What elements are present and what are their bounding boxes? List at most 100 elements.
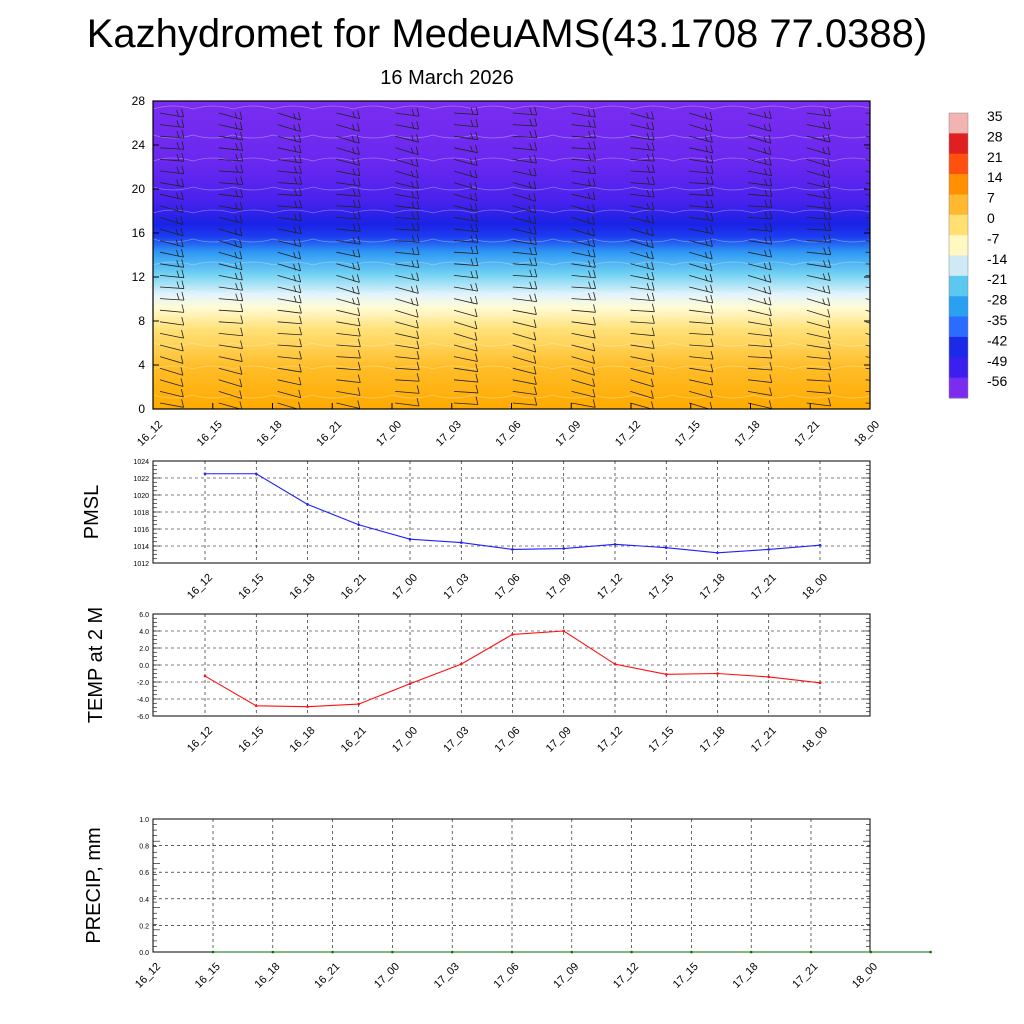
wind-barb-staff bbox=[395, 124, 419, 130]
data-point bbox=[767, 548, 771, 551]
wind-barb-staff bbox=[512, 147, 537, 151]
wind-barb-flag bbox=[769, 328, 773, 337]
wind-barb-flag bbox=[769, 248, 772, 258]
x-tick-label: 16_15 bbox=[236, 725, 266, 755]
wind-barb-flag bbox=[352, 124, 355, 131]
x-tick-label: 17_06 bbox=[493, 572, 523, 602]
data-point bbox=[271, 950, 275, 954]
x-tick-label: 17_09 bbox=[551, 961, 581, 991]
wind-barb-flag bbox=[828, 108, 831, 117]
data-point bbox=[511, 633, 514, 636]
wind-barb-staff bbox=[512, 344, 536, 353]
wind-barb-flag bbox=[882, 158, 884, 164]
wind-barb-staff bbox=[512, 159, 537, 164]
wind-barb-staff bbox=[512, 321, 537, 328]
wind-barb-flag bbox=[887, 296, 889, 304]
wind-barb-flag bbox=[883, 259, 885, 265]
wind-barb-staff bbox=[395, 135, 419, 143]
wind-barb bbox=[159, 355, 184, 364]
wind-barb-flag bbox=[293, 124, 296, 131]
wind-barb-flag bbox=[415, 309, 419, 318]
wind-barb-staff bbox=[277, 367, 302, 373]
wind-barb-flag bbox=[176, 260, 180, 267]
wind-barb bbox=[806, 385, 832, 394]
wind-barb-staff bbox=[453, 263, 478, 266]
wind-barb-flag bbox=[828, 351, 832, 360]
wind-barb-flag bbox=[710, 284, 713, 293]
wind-barb bbox=[395, 259, 420, 268]
wind-barb bbox=[571, 342, 596, 352]
wind-barb-flag bbox=[529, 269, 533, 277]
wind-barb bbox=[453, 192, 478, 202]
x-tick-label: 18_00 bbox=[800, 725, 830, 755]
wind-barb-flag bbox=[416, 134, 419, 143]
wind-barb-staff bbox=[571, 379, 595, 387]
wind-barb-staff bbox=[159, 112, 184, 118]
y-tick-label: 0.0 bbox=[139, 663, 149, 670]
wind-barb bbox=[689, 363, 714, 373]
wind-barb-staff bbox=[806, 356, 831, 360]
x-tick-label: 17_06 bbox=[492, 961, 522, 991]
wind-barb-flag bbox=[763, 147, 767, 154]
x-tick-label: 16_18 bbox=[288, 572, 318, 602]
wind-barb-flag bbox=[528, 227, 532, 234]
wind-barb bbox=[571, 355, 595, 364]
wind-barb bbox=[218, 239, 243, 249]
wind-barb-flag bbox=[180, 238, 184, 247]
wind-barb-flag bbox=[651, 164, 655, 173]
wind-barb-staff bbox=[571, 205, 595, 213]
y-tick-label: 2.0 bbox=[139, 646, 149, 653]
wind-barb bbox=[336, 261, 360, 271]
wind-barb-flag bbox=[651, 366, 654, 375]
wind-barb-flag bbox=[769, 317, 773, 327]
wind-barb-flag bbox=[239, 227, 243, 236]
wind-barb-flag bbox=[410, 147, 414, 154]
wind-barb-staff bbox=[806, 286, 831, 294]
wind-barb-flag bbox=[352, 158, 356, 165]
wind-barb-staff bbox=[336, 182, 361, 187]
wind-barb bbox=[689, 376, 714, 386]
wind-barb-flag bbox=[533, 193, 537, 202]
wind-barb-staff bbox=[336, 344, 361, 348]
wind-barb bbox=[218, 366, 243, 375]
wind-barb-flag bbox=[416, 373, 420, 382]
wind-barb-flag bbox=[239, 401, 243, 409]
wind-barb bbox=[630, 261, 655, 271]
wind-barb-staff bbox=[806, 263, 831, 268]
colorbar-swatch bbox=[949, 296, 968, 318]
wind-barb-staff bbox=[395, 344, 419, 350]
wind-barb-flag bbox=[298, 225, 302, 234]
wind-barb bbox=[159, 388, 184, 398]
wind-barb-flag bbox=[587, 110, 591, 117]
wind-barb-flag bbox=[888, 385, 890, 393]
wind-barb-flag bbox=[240, 202, 243, 211]
wind-barb-flag bbox=[234, 122, 238, 130]
wind-barb bbox=[747, 317, 773, 327]
x-tick-label: 17_12 bbox=[595, 725, 625, 755]
wind-barb-flag bbox=[709, 262, 713, 271]
wind-barb-staff bbox=[747, 309, 772, 317]
wind-barb-flag bbox=[352, 168, 356, 175]
y-tick-label: 1018 bbox=[133, 510, 149, 517]
wind-barb-staff bbox=[159, 275, 184, 279]
wind-barb-flag bbox=[768, 297, 772, 306]
wind-barb-flag bbox=[411, 235, 415, 242]
wind-barb-staff bbox=[806, 298, 830, 306]
contour-line bbox=[153, 290, 870, 295]
wind-barb-staff bbox=[571, 170, 596, 175]
contour-line bbox=[153, 394, 870, 399]
wind-barb bbox=[453, 245, 479, 255]
wind-barb-flag bbox=[410, 159, 414, 166]
wind-barb-staff bbox=[512, 228, 537, 235]
wind-barb bbox=[689, 199, 714, 209]
wind-barb-flag bbox=[888, 258, 890, 266]
x-tick-label: 17_18 bbox=[698, 725, 728, 755]
wind-barb bbox=[218, 390, 243, 399]
wind-barb bbox=[747, 199, 773, 208]
wind-barb-staff bbox=[336, 275, 360, 283]
wind-barb-flag bbox=[299, 187, 302, 196]
wind-barb bbox=[395, 121, 420, 130]
data-point bbox=[767, 675, 771, 679]
wind-barb bbox=[806, 222, 832, 231]
wind-barb-flag bbox=[352, 189, 356, 196]
